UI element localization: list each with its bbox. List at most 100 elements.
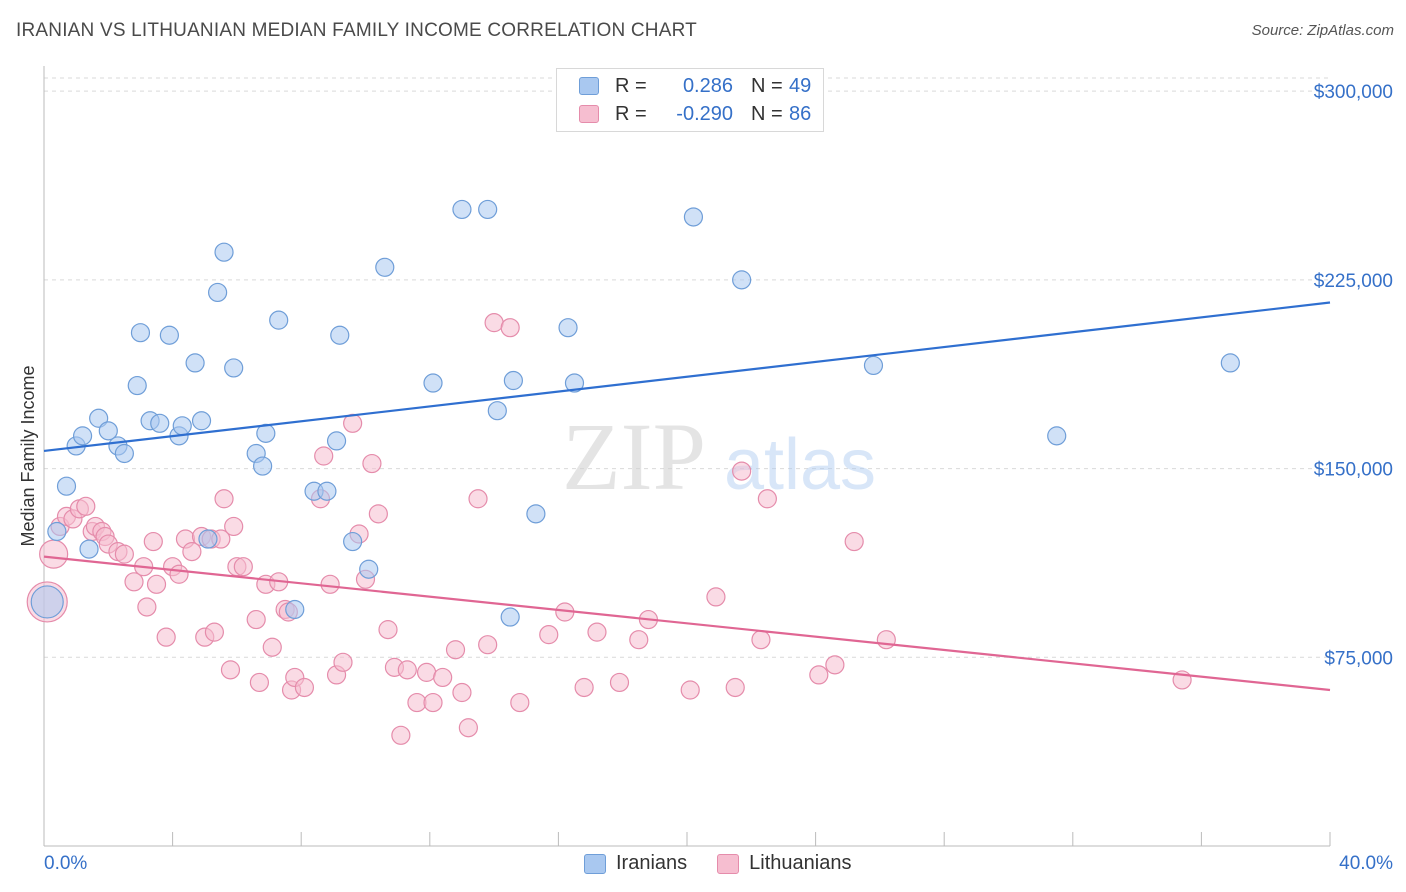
lithuanian-point bbox=[262, 637, 282, 657]
series-lithuanian bbox=[26, 313, 1192, 745]
lithuanian-point bbox=[452, 682, 472, 703]
iranian-trend-line bbox=[43, 301, 1331, 453]
lithuanian-point bbox=[609, 672, 630, 693]
lithuanian-point bbox=[706, 587, 726, 607]
y-tick-label: $150,000 bbox=[1314, 460, 1393, 481]
lithuanian-point bbox=[368, 504, 388, 524]
iranian-point bbox=[127, 375, 147, 396]
legend-item-iranians[interactable]: Iranians bbox=[584, 852, 687, 875]
iranian-point bbox=[1047, 426, 1067, 446]
iranian-point bbox=[253, 456, 273, 476]
iranian-point bbox=[526, 504, 546, 524]
chart-title: IRANIAN VS LITHUANIAN MEDIAN FAMILY INCO… bbox=[16, 20, 697, 41]
iranian-point bbox=[98, 421, 118, 441]
iranian-point bbox=[343, 531, 363, 552]
lithuanian-point bbox=[680, 680, 700, 700]
y-tick-label: $75,000 bbox=[1324, 648, 1393, 669]
iranian-point bbox=[423, 373, 443, 393]
lithuanian-point bbox=[757, 489, 777, 509]
legend-row-iranians: R = 0.286 N = 49 bbox=[579, 73, 811, 99]
legend-n-label: N = bbox=[751, 102, 783, 125]
y-axis-label: Median Family Income bbox=[18, 365, 38, 546]
iranian-point bbox=[326, 431, 347, 451]
lithuanian-point bbox=[397, 660, 417, 680]
legend-swatch-iranians bbox=[584, 853, 606, 874]
lithuanian-point bbox=[333, 652, 353, 672]
legend-n-value: 86 bbox=[789, 102, 812, 125]
iranian-point bbox=[114, 443, 134, 464]
lithuanian-trend-line bbox=[43, 555, 1331, 692]
watermark-zip: ZIP bbox=[562, 403, 706, 510]
iranian-point bbox=[198, 529, 218, 549]
trend-layer bbox=[43, 301, 1331, 692]
legend-r-label: R = bbox=[615, 102, 647, 125]
stats-legend: R = 0.286 N = 49 R = -0.290 N = 86 bbox=[556, 68, 824, 132]
lithuanian-point bbox=[751, 630, 771, 650]
lithuanian-point bbox=[114, 544, 134, 564]
legend-swatch-lithuanians bbox=[717, 853, 740, 874]
lithuanian-point bbox=[809, 665, 829, 685]
lithuanian-point bbox=[844, 531, 864, 552]
y-tick-label: $300,000 bbox=[1314, 82, 1393, 103]
lithuanian-point bbox=[433, 667, 453, 688]
lithuanian-point bbox=[391, 725, 411, 745]
lithuanian-point bbox=[362, 453, 382, 474]
lithuanian-point bbox=[423, 692, 443, 713]
iranian-point bbox=[185, 353, 205, 373]
lithuanian-point bbox=[246, 609, 266, 630]
legend-item-lithuanians[interactable]: Lithuanians bbox=[717, 852, 851, 875]
iranian-point bbox=[330, 325, 350, 345]
iranian-point bbox=[269, 310, 289, 330]
lithuanian-point bbox=[249, 672, 270, 693]
lithuanian-point bbox=[539, 625, 559, 645]
lithuanian-point bbox=[468, 489, 488, 509]
iranian-point bbox=[732, 270, 752, 290]
iranian-point bbox=[503, 370, 523, 391]
watermark: ZIP atlas bbox=[562, 403, 876, 510]
lithuanian-point bbox=[876, 630, 896, 650]
lithuanian-point bbox=[510, 692, 530, 713]
lithuanian-point bbox=[725, 677, 745, 698]
x-tick-labels: 0.0% 40.0% bbox=[44, 853, 1393, 874]
legend-row-lithuanians: R = -0.290 N = 86 bbox=[579, 101, 811, 127]
iranian-point bbox=[208, 282, 228, 303]
lithuanian-point bbox=[587, 622, 607, 642]
legend-r-label: R = bbox=[615, 74, 647, 97]
lithuanian-point bbox=[169, 564, 189, 584]
iranian-point bbox=[172, 416, 192, 436]
lithuanian-point bbox=[204, 622, 224, 642]
legend-label-lithuanians: Lithuanians bbox=[749, 852, 852, 874]
legend-swatch-iranians bbox=[579, 77, 599, 95]
legend-r-value: 0.286 bbox=[682, 74, 733, 97]
y-tick-labels: $75,000 $150,000 $225,000 $300,000 bbox=[1314, 82, 1393, 669]
axes bbox=[43, 66, 1331, 847]
y-tick-label: $225,000 bbox=[1314, 271, 1393, 292]
iranian-point bbox=[564, 373, 585, 393]
iranian-point bbox=[159, 325, 179, 345]
lithuanian-point bbox=[574, 677, 594, 698]
watermark-atlas: atlas bbox=[724, 425, 876, 505]
x-tick-label: 40.0% bbox=[1339, 853, 1393, 874]
iranian-point bbox=[452, 199, 472, 220]
series-legend: Iranians Lithuanians bbox=[584, 852, 881, 875]
legend-label-iranians: Iranians bbox=[616, 852, 688, 874]
source-attribution: Source: ZipAtlas.com bbox=[1252, 22, 1394, 39]
lithuanian-point bbox=[76, 496, 96, 516]
lithuanian-point bbox=[484, 313, 504, 333]
lithuanian-point bbox=[224, 516, 244, 537]
lithuanian-point bbox=[233, 557, 253, 577]
iranian-point bbox=[487, 401, 507, 421]
iranian-point bbox=[683, 207, 704, 227]
lithuanian-point bbox=[182, 542, 202, 562]
iranian-point bbox=[375, 257, 395, 277]
lithuanian-point bbox=[143, 531, 163, 552]
iranian-point bbox=[478, 199, 498, 220]
iranian-point bbox=[30, 585, 64, 619]
lithuanian-point bbox=[214, 489, 234, 509]
iranian-point bbox=[224, 358, 244, 378]
iranian-point bbox=[56, 476, 77, 496]
iranian-point bbox=[500, 607, 520, 627]
lithuanian-point bbox=[378, 620, 398, 640]
iranian-point bbox=[1220, 353, 1240, 373]
